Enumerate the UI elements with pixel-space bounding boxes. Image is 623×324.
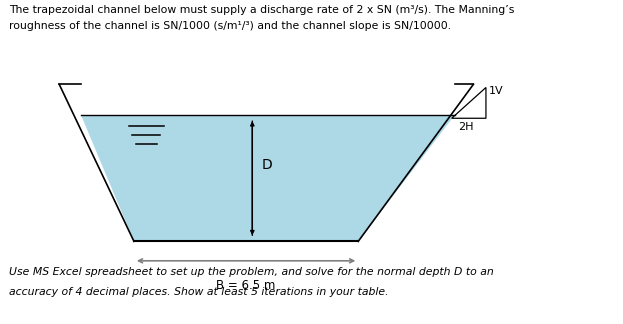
Text: 1V: 1V (489, 86, 503, 96)
Text: roughness of the channel is SN/1000 (s/m¹/³) and the channel slope is SN/10000.: roughness of the channel is SN/1000 (s/m… (9, 21, 452, 31)
Text: B = 6.5 m: B = 6.5 m (216, 279, 276, 292)
Polygon shape (81, 115, 455, 241)
Text: D: D (262, 158, 272, 172)
Text: accuracy of 4 decimal places. Show at least 5 iterations in your table.: accuracy of 4 decimal places. Show at le… (9, 287, 389, 297)
Text: 2H: 2H (458, 122, 473, 132)
Text: The trapezoidal channel below must supply a discharge rate of 2 x SN (m³/s). The: The trapezoidal channel below must suppl… (9, 5, 515, 15)
Text: Use MS Excel spreadsheet to set up the problem, and solve for the normal depth D: Use MS Excel spreadsheet to set up the p… (9, 267, 494, 277)
